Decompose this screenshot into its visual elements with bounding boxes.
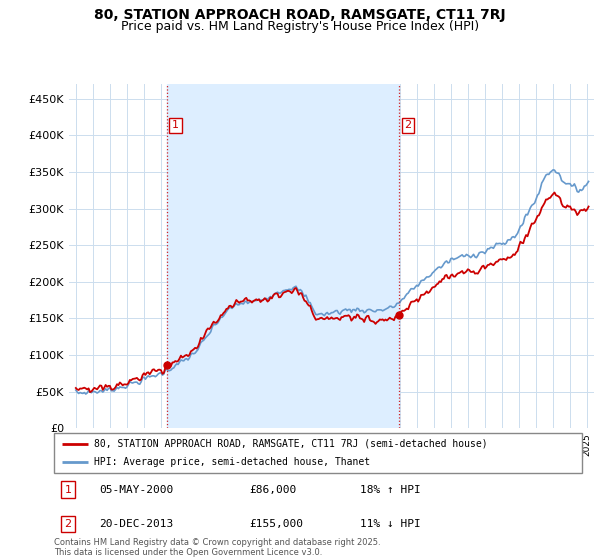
Text: 2: 2 bbox=[404, 120, 412, 130]
Text: 1: 1 bbox=[65, 484, 71, 494]
Text: £86,000: £86,000 bbox=[250, 484, 296, 494]
Text: Contains HM Land Registry data © Crown copyright and database right 2025.
This d: Contains HM Land Registry data © Crown c… bbox=[54, 538, 380, 557]
Text: 2: 2 bbox=[65, 519, 71, 529]
Text: 80, STATION APPROACH ROAD, RAMSGATE, CT11 7RJ: 80, STATION APPROACH ROAD, RAMSGATE, CT1… bbox=[94, 8, 506, 22]
Text: HPI: Average price, semi-detached house, Thanet: HPI: Average price, semi-detached house,… bbox=[94, 458, 370, 467]
Text: 18% ↑ HPI: 18% ↑ HPI bbox=[360, 484, 421, 494]
Bar bbox=[167, 84, 399, 428]
Text: £155,000: £155,000 bbox=[250, 519, 304, 529]
Text: 11% ↓ HPI: 11% ↓ HPI bbox=[360, 519, 421, 529]
Text: Price paid vs. HM Land Registry's House Price Index (HPI): Price paid vs. HM Land Registry's House … bbox=[121, 20, 479, 32]
Text: 1: 1 bbox=[172, 120, 179, 130]
Text: 05-MAY-2000: 05-MAY-2000 bbox=[99, 484, 173, 494]
Text: 20-DEC-2013: 20-DEC-2013 bbox=[99, 519, 173, 529]
Text: 80, STATION APPROACH ROAD, RAMSGATE, CT11 7RJ (semi-detached house): 80, STATION APPROACH ROAD, RAMSGATE, CT1… bbox=[94, 439, 487, 449]
